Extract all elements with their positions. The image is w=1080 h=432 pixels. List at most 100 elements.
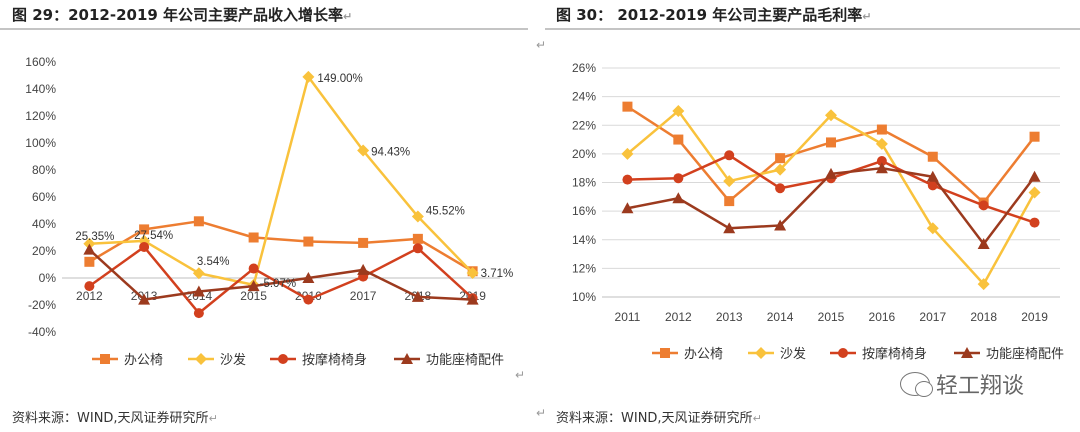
series-line — [88, 245, 474, 315]
data-point — [774, 219, 787, 231]
x-tick-label: 2014 — [767, 310, 794, 324]
left-growth-chart: -40% -20% 0% 20% 40% 60% 80% 100% 120% 140% 160% 20… — [25, 55, 514, 368]
return-mark: ↵ — [536, 406, 547, 420]
x-tick-label: 2011 — [615, 310, 641, 324]
y-tick-label: 20% — [572, 147, 596, 161]
data-point — [622, 101, 633, 112]
right-margin-chart: 10% 12% 14% 16% 18% 20% 22% 24% 26% 2011 2012 2013 2… — [572, 61, 1064, 362]
legend-label: 办公椅 — [684, 347, 723, 362]
data-label: 45.52% — [426, 206, 465, 218]
right-title-divider — [545, 28, 1080, 30]
data-point — [1028, 186, 1041, 199]
data-point — [139, 241, 150, 252]
data-point — [358, 237, 369, 248]
data-point — [302, 70, 315, 83]
watermark-text: 轻工翔谈 — [936, 374, 1025, 399]
data-point — [192, 285, 205, 297]
data-point — [876, 124, 887, 135]
y-tick-label: 22% — [572, 118, 596, 132]
return-mark: ↵ — [515, 368, 526, 382]
legend-label: 按摩椅椅身 — [862, 346, 927, 362]
data-point — [977, 278, 990, 291]
x-tick-label: 2018 — [970, 310, 997, 324]
x-tick-label: 2012 — [76, 289, 103, 303]
y-tick-label: 120% — [25, 109, 56, 123]
data-point — [825, 167, 837, 179]
y-tick-label: 0% — [39, 271, 57, 285]
data-point — [138, 293, 151, 305]
data-point — [774, 163, 787, 176]
legend-label: 沙发 — [780, 346, 806, 362]
return-mark: ↵ — [208, 412, 218, 425]
data-point — [724, 196, 735, 207]
data-point — [621, 147, 634, 160]
return-mark: ↵ — [343, 10, 353, 23]
data-point — [926, 222, 939, 235]
y-tick-label: 140% — [25, 82, 56, 96]
data-label: 3.71% — [481, 268, 514, 280]
data-point — [978, 200, 989, 211]
data-point — [724, 150, 735, 161]
x-tick-label: 2019 — [1021, 310, 1048, 324]
watermark: 轻工翔谈 — [900, 368, 1024, 400]
return-mark: ↵ — [752, 412, 762, 425]
data-point — [926, 170, 939, 182]
legend-label: 功能座椅配件 — [986, 347, 1064, 362]
y-tick-label: 24% — [572, 90, 596, 104]
data-point — [303, 294, 314, 305]
series-line — [89, 75, 474, 287]
y-tick-label: 20% — [32, 244, 56, 258]
series-line — [88, 248, 473, 301]
legend-marker — [838, 348, 848, 358]
data-point — [84, 256, 95, 267]
legend-label: 办公椅 — [124, 353, 163, 368]
data-point — [927, 151, 938, 162]
data-point — [357, 263, 370, 275]
series-line — [627, 154, 1035, 224]
data-point — [672, 104, 685, 117]
y-tick-label: 100% — [25, 136, 56, 150]
data-label: 149.00% — [317, 73, 362, 85]
data-point — [248, 263, 259, 274]
data-point — [825, 109, 837, 122]
left-title-divider — [0, 28, 528, 30]
series-line — [88, 220, 474, 273]
data-point — [302, 272, 315, 283]
y-tick-label: 80% — [32, 163, 56, 177]
x-tick-label: 2016 — [869, 310, 896, 324]
left-source-text: 资料来源：WIND,天风证券研究所 — [12, 411, 209, 426]
data-point — [876, 156, 887, 167]
data-point — [875, 137, 888, 150]
right-chart-title-text: 图 30： 2012-2019 年公司主要产品毛利率 — [556, 6, 863, 24]
data-point — [139, 224, 150, 235]
y-tick-label: 60% — [32, 190, 56, 204]
y-tick-label: 12% — [572, 261, 596, 275]
data-point — [193, 216, 204, 227]
y-tick-label: 10% — [572, 290, 596, 304]
data-point — [1028, 170, 1041, 182]
data-point — [466, 293, 479, 305]
y-tick-label: 160% — [25, 55, 56, 69]
data-point — [1029, 217, 1040, 228]
right-source-note: 资料来源：WIND,天风证券研究所↵ — [556, 407, 762, 426]
y-tick-label: 18% — [572, 176, 596, 190]
data-label: 25.35% — [75, 231, 114, 243]
x-tick-label: 2015 — [240, 289, 267, 303]
data-point — [672, 192, 685, 204]
right-source-text: 资料来源：WIND,天风证券研究所 — [556, 411, 753, 426]
legend-label: 功能座椅配件 — [426, 353, 504, 368]
data-label: -5.07% — [260, 278, 296, 290]
legend-marker — [278, 354, 288, 364]
data-point — [412, 243, 423, 254]
data-point — [826, 137, 836, 148]
legend-marker — [100, 354, 110, 364]
data-point — [723, 175, 736, 188]
data-point — [927, 180, 938, 191]
data-point — [84, 281, 95, 292]
data-point — [83, 243, 96, 255]
data-point — [977, 238, 990, 250]
data-label: 94.43% — [371, 147, 410, 159]
x-tick-label: 2015 — [818, 310, 845, 324]
legend-marker — [961, 347, 973, 358]
legend-label: 按摩椅椅身 — [302, 352, 367, 368]
